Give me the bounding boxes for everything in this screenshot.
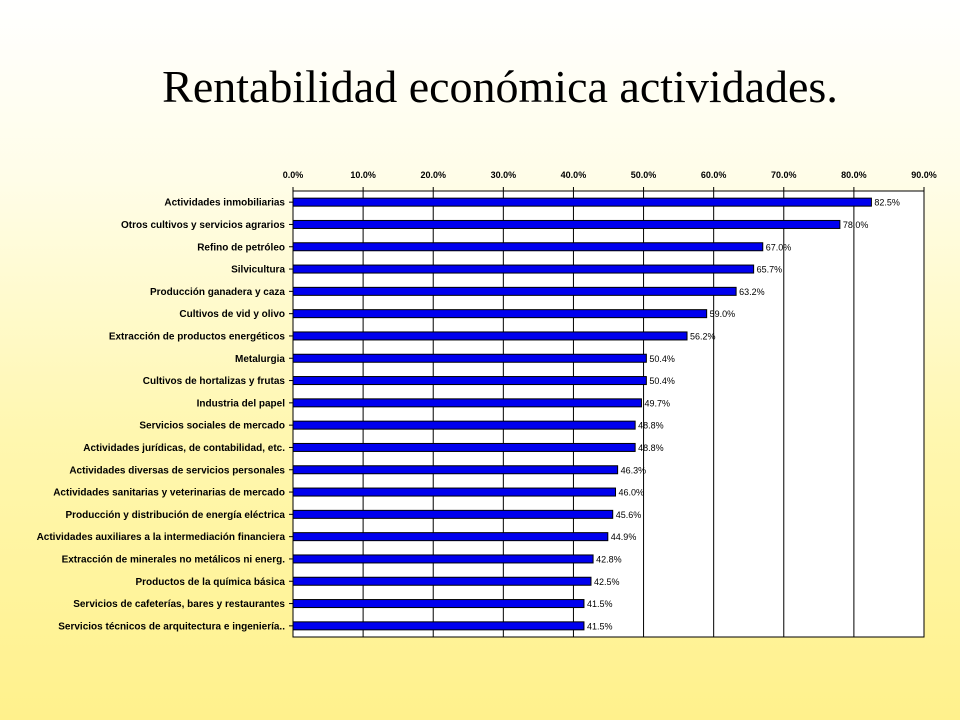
value-label: 41.5% <box>587 599 613 609</box>
bar <box>292 599 585 609</box>
bar <box>292 532 609 542</box>
value-label: 78.0% <box>843 220 869 230</box>
bar <box>292 242 764 252</box>
bar <box>292 398 642 408</box>
category-label: Refino de petróleo <box>197 242 285 253</box>
category-label: Servicios sociales de mercado <box>139 421 285 432</box>
bar <box>292 554 594 564</box>
category-label: Actividades inmobiliarias <box>164 198 285 209</box>
bar <box>292 197 872 207</box>
bar <box>292 487 617 497</box>
category-label: Extracción de productos energéticos <box>109 331 286 342</box>
x-tick-label: 10.0% <box>350 170 376 180</box>
x-tick-label: 0.0% <box>283 170 304 180</box>
bar <box>292 621 585 631</box>
category-label: Productos de la química básica <box>136 577 286 588</box>
x-tick-label: 20.0% <box>420 170 446 180</box>
category-label: Servicios técnicos de arquitectura e ing… <box>58 621 285 632</box>
value-label: 67.0% <box>766 242 792 252</box>
category-label: Servicios de cafeterías, bares y restaur… <box>73 599 285 610</box>
value-label: 44.9% <box>611 532 637 542</box>
x-tick-label: 50.0% <box>631 170 657 180</box>
category-label: Actividades auxiliares a la intermediaci… <box>37 532 286 543</box>
plot-area <box>292 190 925 638</box>
x-tick-label: 70.0% <box>771 170 797 180</box>
value-label: 42.8% <box>596 554 622 564</box>
x-tick-label: 40.0% <box>561 170 587 180</box>
bar <box>292 509 614 519</box>
value-label: 50.4% <box>649 376 675 386</box>
value-label: 56.2% <box>690 331 716 341</box>
bar <box>292 219 841 229</box>
value-label: 82.5% <box>874 198 900 208</box>
value-label: 59.0% <box>710 309 736 319</box>
value-label: 42.5% <box>594 577 620 587</box>
x-tick-label: 60.0% <box>701 170 727 180</box>
bar <box>292 442 636 452</box>
value-label: 65.7% <box>757 265 783 275</box>
value-label: 48.8% <box>638 421 664 431</box>
category-label: Cultivos de hortalizas y frutas <box>143 376 286 387</box>
value-label: 48.8% <box>638 443 664 453</box>
bar <box>292 465 619 475</box>
category-label: Otros cultivos y servicios agrarios <box>121 220 285 231</box>
category-label: Silvicultura <box>231 265 285 276</box>
bar <box>292 576 592 586</box>
bar <box>292 353 647 363</box>
value-label: 45.6% <box>616 510 642 520</box>
category-label: Producción y distribución de energía elé… <box>65 510 285 521</box>
bar <box>292 376 647 386</box>
x-tick-label: 90.0% <box>911 170 937 180</box>
category-label: Actividades jurídicas, de contabilidad, … <box>83 443 285 454</box>
value-label: 50.4% <box>649 354 675 364</box>
x-tick-label: 30.0% <box>491 170 517 180</box>
category-label: Producción ganadera y caza <box>150 287 285 298</box>
category-label: Metalurgia <box>235 354 285 365</box>
bar <box>292 264 755 274</box>
value-label: 49.7% <box>644 398 670 408</box>
value-label: 63.2% <box>739 287 765 297</box>
slide-title: Rentabilidad económica actividades. <box>162 61 838 112</box>
bar <box>292 331 688 341</box>
category-label: Industria del papel <box>197 398 286 409</box>
value-label: 46.3% <box>621 465 647 475</box>
category-label: Cultivos de vid y olivo <box>179 309 285 320</box>
bar <box>292 420 636 430</box>
value-label: 46.0% <box>619 488 645 498</box>
category-label: Actividades diversas de servicios person… <box>69 465 285 476</box>
bar <box>292 286 737 296</box>
category-label: Actividades sanitarias y veterinarias de… <box>53 488 285 499</box>
bar <box>292 309 708 319</box>
x-tick-label: 80.0% <box>841 170 867 180</box>
category-label: Extracción de minerales no metálicos ni … <box>62 554 286 565</box>
value-label: 41.5% <box>587 621 613 631</box>
